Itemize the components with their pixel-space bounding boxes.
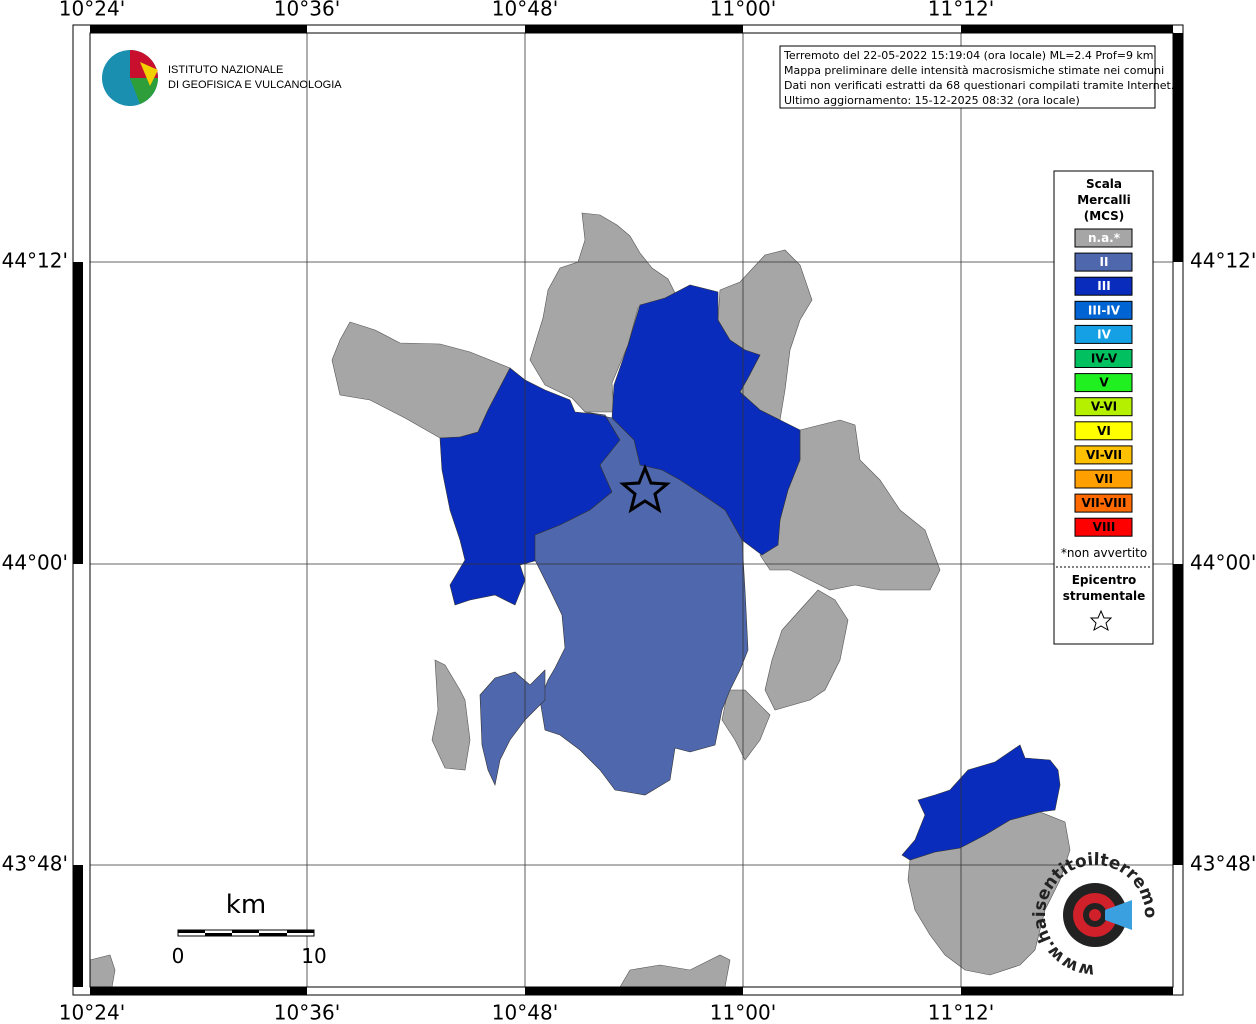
- lon-label: 10°48': [492, 1001, 558, 1024]
- region: [764, 589, 849, 711]
- legend-note: *non avvertito: [1061, 546, 1147, 560]
- legend-label: n.a.*: [1088, 231, 1121, 245]
- legend-swatch: [1074, 228, 1133, 248]
- legend-swatch: [1074, 373, 1133, 393]
- legend-label: VI-VII: [1086, 448, 1122, 462]
- lon-label: 10°24': [59, 1001, 125, 1024]
- legend-swatch: [1074, 493, 1133, 513]
- legend-label: III: [1097, 279, 1110, 293]
- legend-label: II: [1100, 255, 1109, 269]
- lon-label: 11°12': [928, 0, 994, 21]
- region: [901, 744, 1061, 861]
- legend-label: IV-V: [1091, 352, 1118, 366]
- legend-label: V: [1099, 376, 1109, 390]
- legend-title: Scala: [1086, 177, 1122, 191]
- info-box: [779, 45, 1156, 109]
- info-text: Terremoto del 22-05-2022 15:19:04 (ora l…: [783, 49, 1174, 107]
- frame: [72, 24, 1184, 996]
- legend-epicenter: strumentale: [1063, 589, 1146, 603]
- legend-label: VII: [1095, 472, 1113, 486]
- legend-swatch: [1074, 397, 1133, 417]
- info-line: Mappa preliminare delle intensità macros…: [784, 64, 1164, 77]
- scale-start: 0: [172, 944, 185, 968]
- region: [529, 212, 677, 413]
- region: [721, 689, 771, 761]
- lat-label: 44°00': [2, 551, 68, 575]
- lon-label: 11°00': [710, 0, 776, 21]
- legend-swatch: [1074, 421, 1133, 441]
- ingv-logo: ISTITUTO NAZIONALE DI GEOFISICA E VULCAN…: [102, 50, 342, 106]
- legend-label: VIII: [1093, 520, 1116, 534]
- legend-swatch: [1074, 324, 1133, 344]
- lon-label: 11°00': [710, 1001, 776, 1024]
- lon-label: 10°24': [59, 0, 125, 21]
- legend-label: IV: [1097, 327, 1111, 341]
- legend: ScalaMercalli(MCS)n.a.*IIIIIIII-IVIVIV-V…: [1061, 177, 1147, 603]
- lat-label: 44°12': [2, 249, 68, 273]
- lat-label: 44°00': [1190, 551, 1256, 575]
- logo-text: ISTITUTO NAZIONALE: [168, 64, 283, 76]
- lat-label: 44°12': [1190, 249, 1256, 273]
- lon-label: 10°36': [274, 1001, 340, 1024]
- epicenter-star: [619, 463, 671, 514]
- legend-swatch: [1074, 300, 1133, 320]
- region: [89, 954, 116, 988]
- scale-end: 10: [301, 944, 326, 968]
- legend-swatch: [1074, 276, 1133, 296]
- graticule: [90, 33, 1173, 987]
- scale-bar: km 0 10: [172, 890, 327, 968]
- info-line: Ultimo aggiornamento: 15-12-2025 08:32 (…: [784, 94, 1080, 107]
- legend-label: III-IV: [1088, 303, 1121, 317]
- legend-epicenter: Epicentro: [1072, 573, 1137, 587]
- lon-label: 10°48': [492, 0, 558, 21]
- legend-title: Mercalli: [1077, 193, 1131, 207]
- scale-unit: km: [226, 890, 266, 920]
- region: [619, 954, 731, 988]
- legend-label: V-VI: [1091, 400, 1117, 414]
- legend-swatch: [1074, 469, 1133, 489]
- legend-label: VI: [1097, 424, 1111, 438]
- info-line: Dati non verificati estratti da 68 quest…: [784, 79, 1174, 92]
- region: [431, 659, 471, 771]
- legend-title: (MCS): [1084, 209, 1125, 223]
- legend-swatch: [1074, 349, 1133, 368]
- legend-swatch: [1074, 517, 1133, 537]
- lat-label: 43°48': [1190, 852, 1256, 876]
- regions: [89, 212, 1071, 988]
- info-line: Terremoto del 22-05-2022 15:19:04 (ora l…: [783, 49, 1154, 62]
- lon-label: 10°36': [274, 0, 340, 21]
- lat-label: 43°48': [2, 852, 68, 876]
- lon-label: 11°12': [928, 1001, 994, 1024]
- legend-swatch: [1074, 445, 1133, 465]
- region: [534, 411, 749, 796]
- legend-star: [1089, 609, 1113, 632]
- legend-swatch: [1074, 252, 1133, 272]
- legend-label: VII-VIII: [1081, 496, 1126, 510]
- logo-text: DI GEOFISICA E VULCANOLOGIA: [168, 79, 342, 91]
